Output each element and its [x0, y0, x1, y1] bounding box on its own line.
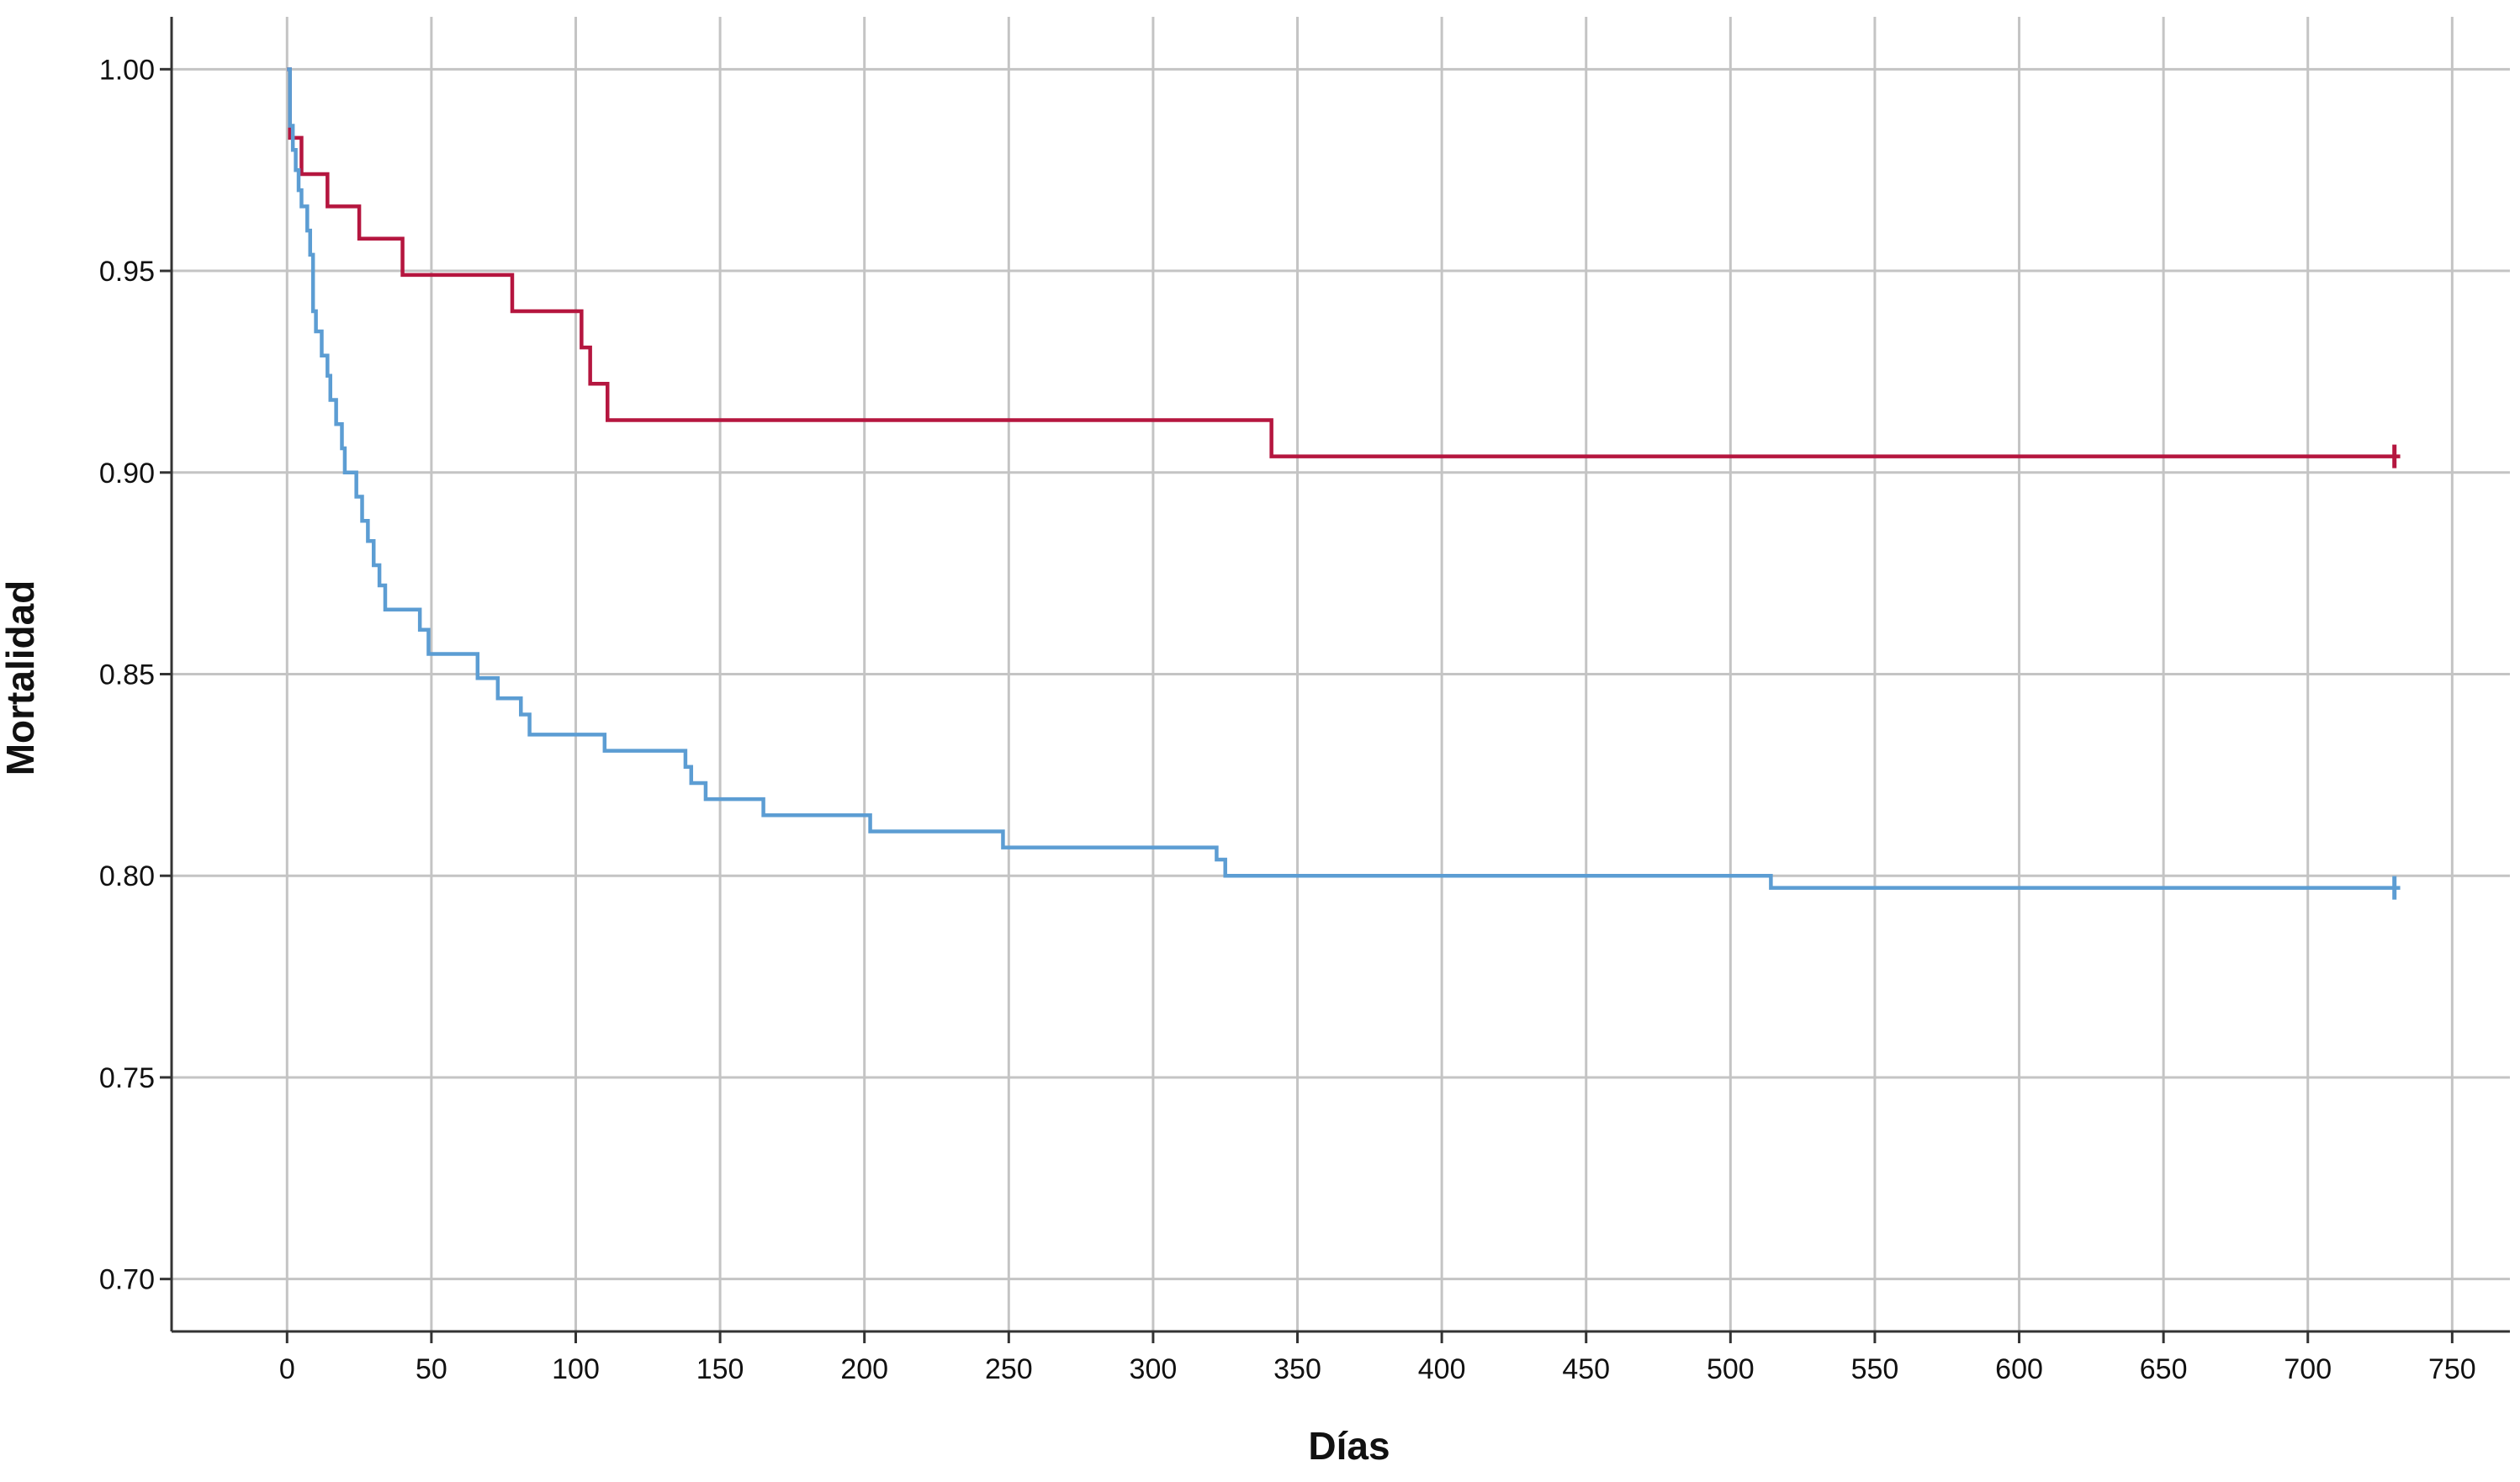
y-tick-label-4: 0.90: [99, 458, 155, 490]
x-tick-label-0: 0: [279, 1353, 295, 1385]
x-tick-label-6: 300: [1130, 1353, 1178, 1385]
x-tick-label-1: 50: [416, 1353, 447, 1385]
y-tick-label-2: 0.80: [99, 860, 155, 892]
x-axis-title: Días: [1308, 1424, 1390, 1468]
x-tick-label-13: 650: [2140, 1353, 2188, 1385]
y-tick-label-5: 0.95: [99, 256, 155, 288]
x-tick-label-14: 700: [2284, 1353, 2332, 1385]
x-tick-label-2: 100: [552, 1353, 600, 1385]
series-lines: [287, 67, 2401, 900]
x-tick-label-5: 250: [985, 1353, 1033, 1385]
x-tick-label-7: 350: [1273, 1353, 1321, 1385]
x-tick-label-8: 400: [1418, 1353, 1466, 1385]
tick-labels: 0 50 100 150 200 250 300 350 400 450 500 550 600 650 7…: [99, 54, 2476, 1385]
y-tick-label-3: 0.85: [99, 659, 155, 691]
x-tick-label-11: 550: [1851, 1353, 1899, 1385]
series-line-1: [287, 67, 2401, 890]
grid: [172, 17, 2510, 1331]
x-tick-label-3: 150: [696, 1353, 744, 1385]
x-tick-label-9: 450: [1562, 1353, 1610, 1385]
y-axis-title: Mortalidad: [0, 580, 42, 776]
x-tick-label-4: 200: [840, 1353, 888, 1385]
y-tick-label-1: 0.75: [99, 1062, 155, 1094]
y-tick-label-6: 1.00: [99, 54, 155, 86]
x-tick-label-12: 600: [1995, 1353, 2043, 1385]
x-tick-label-10: 500: [1707, 1353, 1755, 1385]
y-tick-label-0: 0.70: [99, 1264, 155, 1296]
x-tick-label-15: 750: [2428, 1353, 2476, 1385]
series-line-0: [287, 67, 2401, 458]
axes: [160, 17, 2510, 1343]
